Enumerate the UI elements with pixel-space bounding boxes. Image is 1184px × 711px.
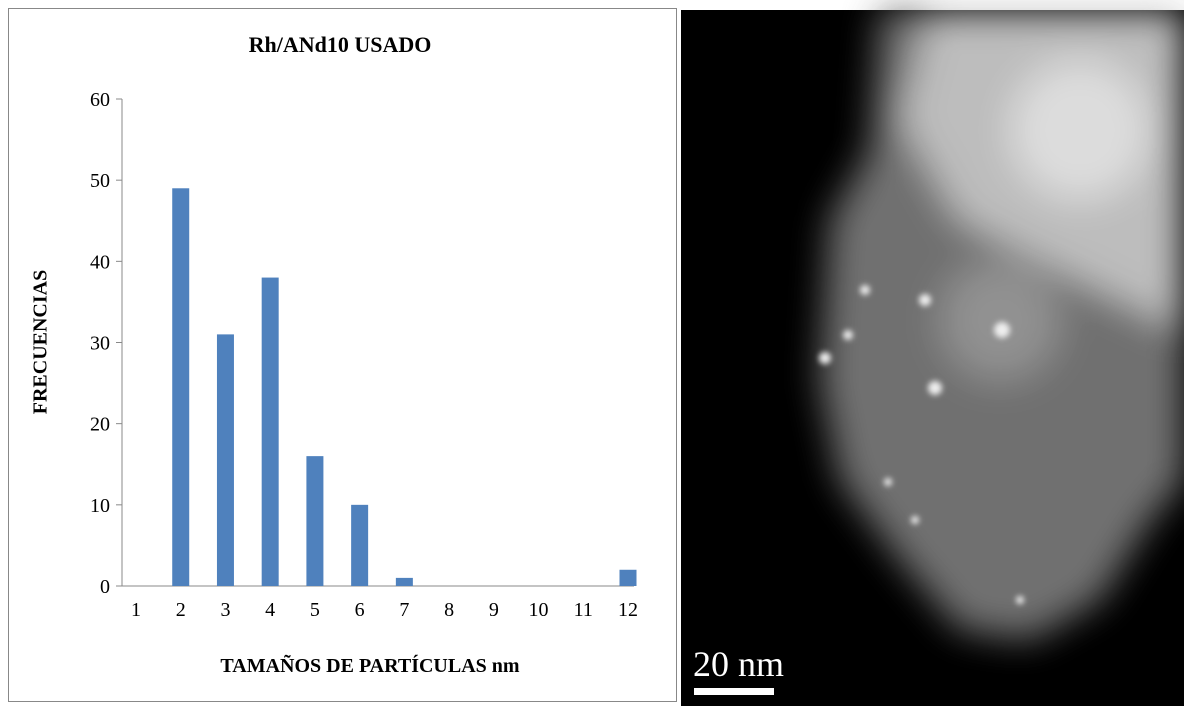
y-tick-label: 30 — [90, 333, 110, 355]
x-tick-label: 7 — [399, 599, 409, 621]
y-tick-label: 10 — [90, 495, 110, 517]
x-axis-label: TAMAÑOS DE PARTÍCULAS nm — [220, 654, 519, 677]
x-tick-label: 2 — [176, 599, 186, 621]
x-tick-label: 3 — [220, 599, 230, 621]
x-tick-label: 1 — [131, 599, 141, 621]
x-tick-label: 10 — [529, 599, 549, 621]
x-tick-label: 9 — [489, 599, 499, 621]
y-tick-label: 0 — [100, 576, 110, 598]
bar — [306, 456, 324, 586]
y-tick-label: 40 — [90, 251, 110, 273]
bar — [395, 577, 413, 586]
bar — [351, 504, 369, 586]
scale-bar — [694, 688, 774, 695]
bar — [216, 334, 234, 586]
y-axis-label: FRECUENCIAS — [30, 270, 52, 414]
x-tick-label: 12 — [618, 599, 638, 621]
tem-image: 20 nm — [681, 10, 1184, 706]
x-tick-label: 4 — [265, 599, 275, 621]
scale-label: 20 nm — [693, 644, 784, 684]
x-tick-label: 8 — [444, 599, 454, 621]
x-tick-label: 6 — [355, 599, 365, 621]
chart-title: Rh/ANd10 USADO — [249, 32, 432, 57]
bar — [172, 188, 190, 587]
bar — [261, 277, 279, 586]
y-tick-label: 60 — [90, 89, 110, 111]
x-tick-label: 5 — [310, 599, 320, 621]
x-tick-label: 11 — [574, 599, 593, 621]
y-tick-label: 50 — [90, 170, 110, 192]
y-tick-label: 20 — [90, 414, 110, 436]
bar — [619, 569, 637, 586]
